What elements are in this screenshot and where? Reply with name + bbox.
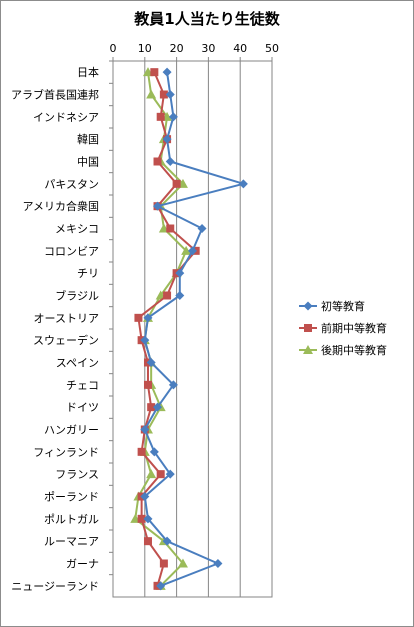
axis-labels: 0 10 20 30 40 50 日本アラブ首長国連邦インドネシア韓国中国パキスタンアメリカ… — [11, 42, 279, 593]
x-tick-label: 20 — [170, 42, 184, 55]
data-point — [143, 380, 152, 389]
data-point — [153, 201, 163, 211]
data-point — [177, 558, 188, 568]
category-label: チリ — [77, 267, 99, 280]
plot-border — [112, 60, 273, 598]
legend-item-1: 初等教育 — [299, 299, 365, 313]
data-point — [134, 313, 143, 322]
series-2 — [134, 68, 200, 590]
data-point — [175, 291, 185, 300]
series-line — [143, 72, 245, 587]
data-point — [156, 112, 165, 121]
data-point — [165, 90, 175, 99]
data-point — [163, 291, 172, 300]
data-point — [159, 90, 168, 99]
legend-marker — [303, 301, 313, 311]
category-label: ルーマニア — [44, 535, 99, 548]
legend-marker — [303, 345, 313, 354]
data-point — [147, 403, 156, 412]
data-point — [140, 425, 150, 434]
series-line — [134, 72, 188, 587]
category-label: ポルトガル — [44, 513, 99, 526]
data-point — [146, 469, 157, 479]
data-point — [166, 224, 175, 233]
data-point — [197, 224, 207, 233]
category-label: フィンランド — [33, 446, 99, 459]
category-label: ニュージーランド — [11, 580, 99, 593]
legend-label: 前期中等教育 — [321, 321, 387, 335]
category-label: チェコ — [66, 379, 99, 392]
category-label: ハンガリー — [44, 424, 99, 437]
x-tick-label: 0 — [110, 42, 117, 55]
data-point — [143, 313, 153, 323]
x-tick-label: 10 — [138, 42, 152, 55]
legend-item-2: 前期中等教育 — [299, 321, 387, 335]
category-label: アメリカ合衆国 — [23, 199, 99, 213]
data-point — [181, 245, 192, 255]
data-point — [146, 89, 157, 99]
legend-marker — [304, 324, 312, 332]
data-point — [143, 514, 153, 524]
data-point — [137, 447, 146, 456]
data-point — [143, 537, 152, 546]
category-label: 日本 — [77, 65, 99, 79]
category-label: アラブ首長国連邦 — [11, 88, 99, 102]
data-point — [159, 559, 168, 568]
category-label: 韓国 — [77, 133, 99, 146]
x-tick-label: 30 — [201, 42, 215, 55]
series-lines — [130, 67, 248, 591]
category-label: パキスタン — [44, 178, 99, 191]
category-label: ドイツ — [66, 401, 99, 414]
data-point — [140, 492, 150, 501]
data-point — [153, 157, 162, 166]
data-point — [137, 514, 146, 523]
data-point — [213, 559, 223, 568]
category-label: スウェーデン — [33, 333, 99, 347]
data-point — [188, 246, 197, 256]
data-point — [172, 179, 181, 188]
series-1 — [140, 67, 248, 591]
category-label: ガーナ — [66, 558, 99, 571]
data-point — [165, 157, 175, 166]
category-label: スペイン — [56, 357, 99, 370]
category-label: オーストリア — [34, 312, 99, 325]
data-point — [156, 581, 166, 591]
data-point — [150, 68, 159, 77]
data-point — [162, 67, 172, 77]
chart-title: 教員1人当たり生徒数 — [134, 10, 280, 28]
category-label: ポーランド — [44, 491, 99, 504]
legend-label: 初等教育 — [321, 299, 365, 313]
category-label: ブラジル — [55, 289, 99, 303]
legend-item-3: 後期中等教育 — [299, 343, 387, 357]
data-point — [162, 536, 172, 546]
data-point — [175, 268, 185, 278]
data-point — [146, 358, 156, 367]
data-point — [140, 335, 150, 345]
gridlines — [109, 57, 273, 598]
category-label: 中国 — [77, 156, 99, 169]
x-tick-label: 40 — [233, 42, 247, 55]
x-tick-label: 50 — [265, 42, 279, 55]
data-point — [153, 402, 163, 412]
category-label: フランス — [55, 468, 99, 481]
data-point — [168, 380, 178, 390]
category-label: メキシコ — [55, 223, 99, 236]
data-point — [156, 470, 165, 479]
data-point — [149, 447, 159, 457]
data-point — [162, 134, 172, 144]
data-point — [165, 469, 175, 479]
category-label: コロンビア — [44, 245, 99, 258]
data-point — [238, 179, 248, 189]
data-point — [168, 112, 178, 122]
category-label: インドネシア — [33, 111, 99, 124]
legend-label: 後期中等教育 — [321, 343, 387, 357]
